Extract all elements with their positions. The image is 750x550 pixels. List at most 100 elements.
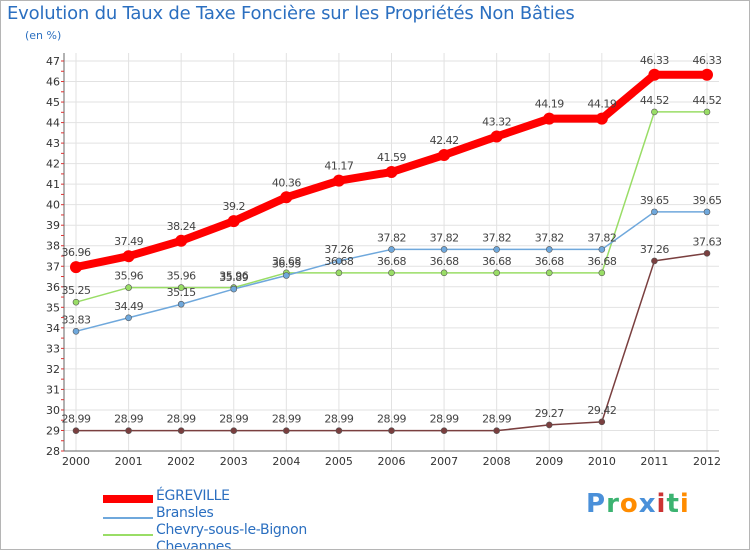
y-tick-label: 47 (46, 55, 60, 68)
data-point-1 (545, 246, 553, 253)
legend-label-0: ÉGREVILLE (156, 488, 230, 504)
data-label-2: 36.68 (272, 255, 301, 268)
data-point-1 (335, 257, 343, 265)
data-point-0 (648, 68, 661, 81)
data-point-1 (703, 208, 711, 216)
data-label-2: 36.68 (377, 255, 406, 268)
data-point-2 (545, 269, 553, 277)
legend-swatch-2 (103, 534, 153, 536)
data-label-1: 34.49 (114, 300, 143, 313)
y-tick-label: 34 (46, 322, 60, 335)
data-label-3: 28.99 (377, 413, 406, 426)
data-point-0 (701, 68, 713, 81)
y-tick-label: 46 (46, 76, 60, 89)
data-label-2: 36.68 (535, 255, 564, 268)
data-point-0 (490, 130, 503, 143)
data-label-0: 43.32 (482, 116, 511, 129)
data-point-3 (335, 427, 343, 434)
data-point-2 (440, 269, 448, 277)
data-point-1 (283, 272, 290, 279)
logo-letter: t (666, 489, 680, 519)
legend-swatch-0 (103, 495, 153, 503)
data-point-1 (72, 328, 80, 335)
y-tick-label: 43 (46, 137, 60, 150)
data-point-3 (493, 427, 500, 434)
data-point-0 (227, 215, 240, 228)
legend-label-2: Chevry-sous-le-Bignon (156, 522, 307, 538)
data-label-3: 28.99 (219, 413, 248, 426)
data-label-2: 35.96 (114, 270, 143, 283)
x-tick-label: 2011 (640, 455, 668, 468)
data-point-0 (438, 149, 451, 162)
data-label-3: 28.99 (62, 413, 91, 426)
data-label-3: 37.63 (693, 235, 722, 248)
x-tick-label: 2000 (62, 455, 90, 468)
data-label-1: 33.83 (62, 313, 91, 326)
y-tick-label: 35 (46, 301, 60, 314)
data-point-3 (72, 427, 80, 434)
data-point-1 (125, 314, 132, 322)
y-tick-label: 30 (46, 404, 60, 417)
logo-letter: i (656, 489, 667, 519)
data-point-3 (388, 427, 395, 434)
data-point-1 (440, 246, 448, 253)
data-label-0: 41.17 (324, 160, 353, 173)
x-tick-label: 2001 (115, 455, 143, 468)
logo-letter: o (619, 489, 639, 519)
logo-letter: P (586, 489, 607, 519)
data-point-1 (388, 246, 395, 253)
data-label-1: 36.55 (272, 258, 301, 271)
y-tick-label: 44 (46, 117, 60, 130)
data-label-1: 37.82 (587, 231, 616, 244)
data-point-2 (177, 284, 185, 291)
legend-swatch-1 (103, 517, 153, 519)
logo-letter: r (606, 489, 620, 519)
data-point-0 (332, 174, 345, 187)
data-point-3 (283, 427, 290, 434)
data-label-3: 29.27 (535, 407, 564, 420)
x-tick-label: 2007 (430, 455, 458, 468)
data-point-0 (595, 112, 608, 125)
data-label-3: 28.99 (272, 413, 301, 426)
data-point-3 (703, 250, 711, 257)
data-point-2 (651, 108, 658, 116)
data-point-3 (598, 418, 606, 426)
y-tick-label: 32 (46, 363, 60, 376)
data-point-2 (598, 269, 606, 277)
data-label-1: 35.15 (167, 286, 196, 299)
y-tick-label: 39 (46, 219, 60, 232)
data-label-1: 37.82 (430, 231, 459, 244)
data-label-1: 39.65 (640, 194, 669, 207)
data-point-3 (230, 427, 238, 434)
data-label-2: 36.68 (482, 255, 511, 268)
data-point-0 (385, 166, 398, 179)
data-label-1: 37.82 (482, 231, 511, 244)
logo-letter: x (638, 489, 657, 519)
x-tick-label: 2002 (167, 455, 195, 468)
data-label-3: 28.99 (167, 413, 196, 426)
x-tick-label: 2003 (220, 455, 248, 468)
data-label-0: 44.19 (587, 98, 616, 111)
data-label-3: 28.99 (324, 413, 353, 426)
data-point-2 (493, 269, 500, 277)
data-label-0: 44.19 (535, 98, 564, 111)
data-label-0: 40.36 (272, 176, 301, 189)
data-point-0 (175, 234, 188, 247)
y-tick-label: 33 (46, 342, 60, 355)
data-point-3 (651, 257, 658, 265)
x-tick-label: 2010 (588, 455, 616, 468)
data-label-1: 37.26 (324, 243, 353, 256)
data-label-2: 36.68 (430, 255, 459, 268)
data-label-1: 35.89 (219, 271, 248, 284)
y-tick-label: 42 (46, 158, 60, 171)
legend-label-3: Chevannes (156, 539, 232, 550)
y-tick-label: 40 (46, 199, 60, 212)
data-point-1 (651, 208, 658, 216)
data-point-2 (388, 269, 395, 277)
data-point-0 (70, 261, 82, 274)
data-label-0: 37.49 (114, 235, 143, 248)
y-tick-label: 45 (46, 96, 60, 109)
data-label-2: 44.52 (693, 94, 722, 107)
data-label-3: 29.42 (587, 404, 616, 417)
